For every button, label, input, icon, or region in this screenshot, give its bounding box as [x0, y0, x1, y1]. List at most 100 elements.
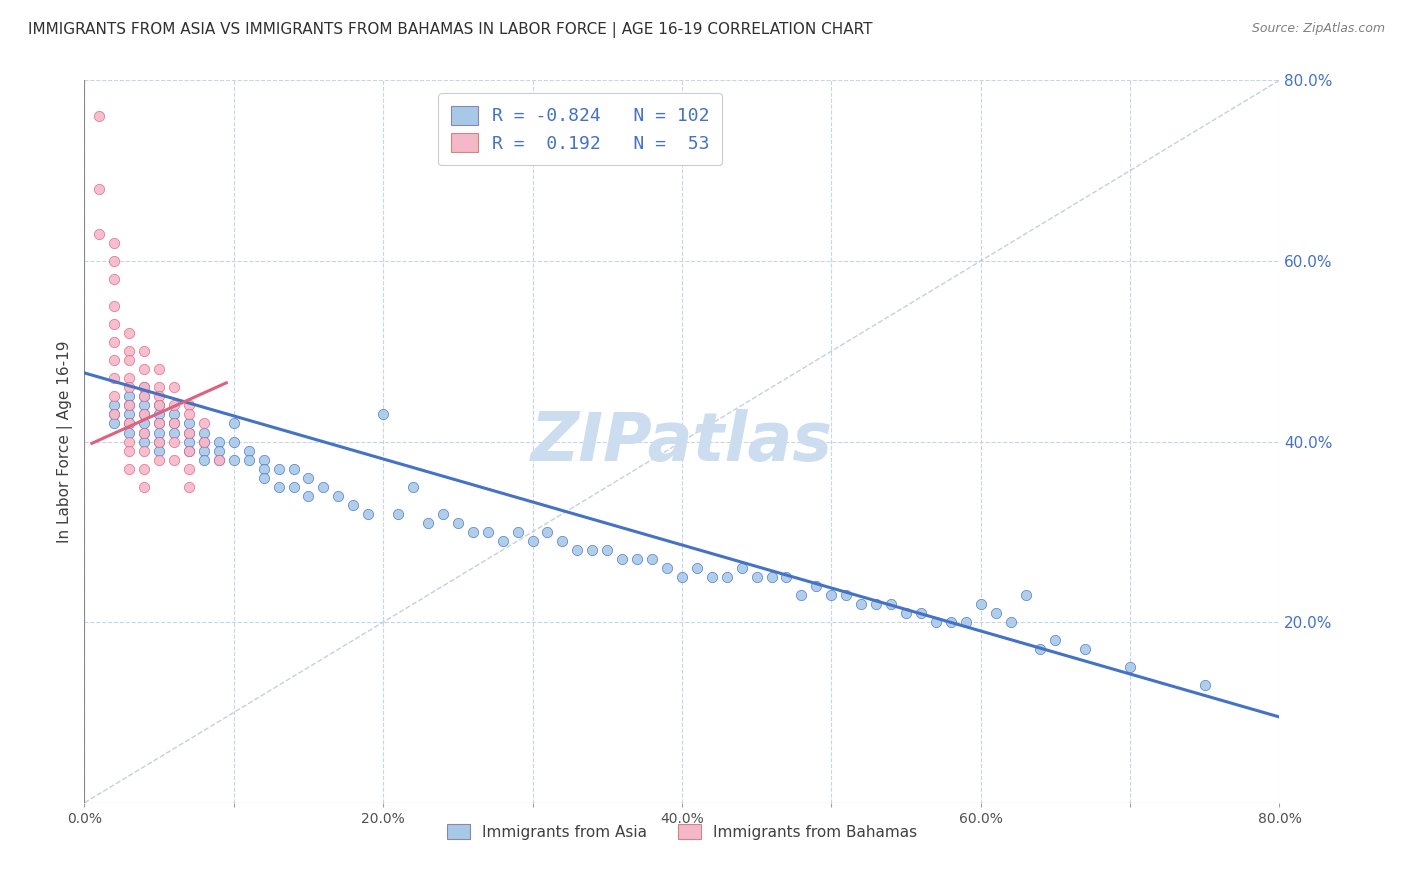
Point — [1029, 642, 1052, 657]
Point — [163, 417, 186, 431]
Point — [253, 452, 276, 467]
Point — [253, 471, 276, 485]
Point — [118, 344, 141, 359]
Point — [253, 461, 276, 475]
Point — [118, 443, 141, 458]
Point — [132, 461, 156, 475]
Point — [208, 452, 231, 467]
Point — [177, 443, 200, 458]
Point — [716, 570, 738, 584]
Point — [132, 389, 156, 403]
Point — [163, 380, 186, 394]
Point — [641, 552, 664, 566]
Point — [193, 443, 215, 458]
Point — [970, 597, 993, 611]
Point — [1014, 588, 1036, 602]
Point — [132, 389, 156, 403]
Point — [671, 570, 693, 584]
Point — [208, 434, 231, 449]
Text: Source: ZipAtlas.com: Source: ZipAtlas.com — [1251, 22, 1385, 36]
Point — [522, 533, 544, 548]
Point — [1119, 660, 1142, 674]
Point — [132, 398, 156, 412]
Point — [551, 533, 574, 548]
Point — [163, 417, 186, 431]
Point — [118, 389, 141, 403]
Point — [163, 434, 186, 449]
Point — [567, 542, 589, 557]
Point — [148, 434, 170, 449]
Point — [148, 362, 170, 376]
Point — [536, 524, 558, 539]
Point — [132, 434, 156, 449]
Point — [163, 452, 186, 467]
Point — [820, 588, 842, 602]
Point — [925, 615, 948, 630]
Point — [177, 417, 200, 431]
Point — [328, 489, 350, 503]
Point — [148, 408, 170, 422]
Point — [148, 452, 170, 467]
Point — [148, 398, 170, 412]
Point — [103, 299, 125, 313]
Point — [222, 452, 245, 467]
Point — [283, 461, 305, 475]
Point — [193, 434, 215, 449]
Point — [477, 524, 499, 539]
Point — [238, 443, 260, 458]
Point — [118, 380, 141, 394]
Point — [267, 461, 290, 475]
Point — [342, 498, 364, 512]
Point — [267, 480, 290, 494]
Point — [297, 489, 319, 503]
Point — [283, 480, 305, 494]
Point — [177, 443, 200, 458]
Point — [177, 408, 200, 422]
Point — [103, 353, 125, 368]
Point — [700, 570, 723, 584]
Point — [775, 570, 797, 584]
Point — [1194, 678, 1216, 692]
Point — [806, 579, 828, 593]
Point — [416, 516, 439, 530]
Point — [626, 552, 648, 566]
Point — [910, 606, 932, 620]
Point — [118, 425, 141, 440]
Point — [939, 615, 962, 630]
Point — [193, 417, 215, 431]
Point — [103, 398, 125, 412]
Point — [103, 235, 125, 250]
Point — [148, 434, 170, 449]
Point — [118, 398, 141, 412]
Point — [103, 417, 125, 431]
Point — [89, 109, 111, 123]
Point — [208, 443, 231, 458]
Point — [880, 597, 903, 611]
Point — [118, 417, 141, 431]
Point — [177, 434, 200, 449]
Point — [103, 371, 125, 385]
Point — [118, 353, 141, 368]
Point — [596, 542, 619, 557]
Point — [835, 588, 858, 602]
Point — [89, 227, 111, 241]
Point — [955, 615, 977, 630]
Point — [612, 552, 634, 566]
Point — [89, 182, 111, 196]
Point — [103, 389, 125, 403]
Point — [193, 452, 215, 467]
Point — [238, 452, 260, 467]
Point — [132, 443, 156, 458]
Point — [222, 417, 245, 431]
Point — [312, 480, 335, 494]
Point — [731, 561, 754, 575]
Point — [447, 516, 470, 530]
Point — [163, 408, 186, 422]
Point — [103, 254, 125, 268]
Point — [148, 425, 170, 440]
Point — [894, 606, 917, 620]
Point — [132, 417, 156, 431]
Point — [984, 606, 1007, 620]
Point — [222, 434, 245, 449]
Point — [492, 533, 515, 548]
